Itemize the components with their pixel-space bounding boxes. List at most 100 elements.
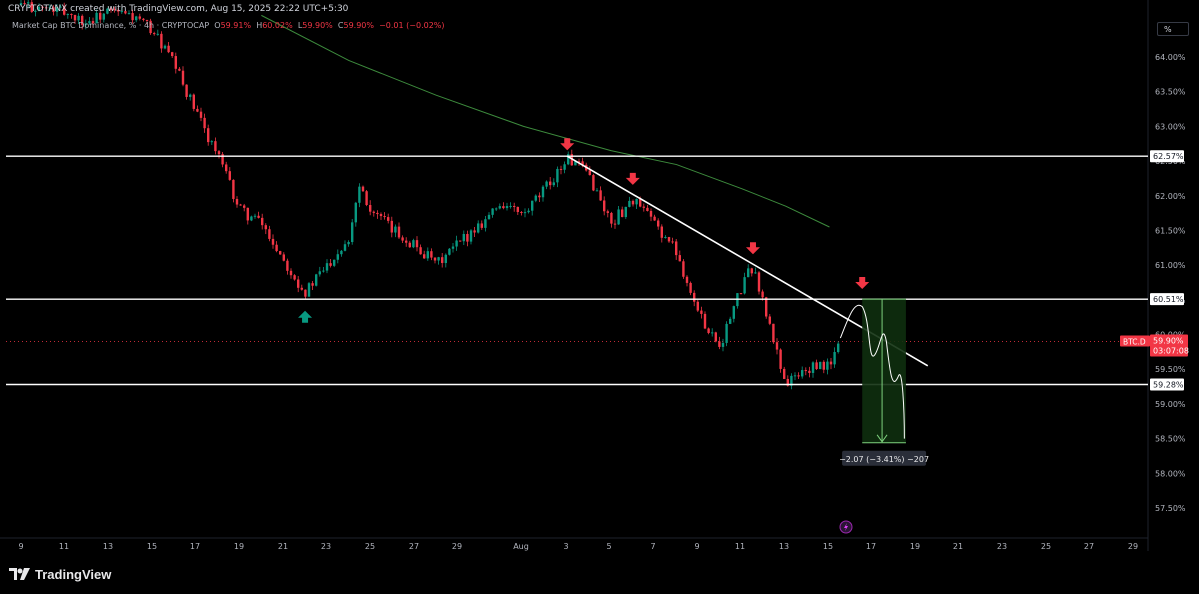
candle-body [700,310,703,314]
candle-body [732,306,735,319]
candle-body [37,6,41,11]
candle-body [527,210,530,213]
candle-body [340,250,343,255]
candle-body [635,198,638,205]
candle-body [667,237,671,242]
candle-body [91,21,95,24]
candle-body [459,240,462,242]
y-tick-label: 59.50% [1155,365,1186,374]
candle-body [333,259,336,266]
candle-body [106,8,109,14]
candle-body [664,237,667,239]
candle-body [797,375,800,377]
candle-body [718,341,721,347]
ticker-badge [1120,335,1150,347]
candle-body [221,154,224,165]
candle-body [534,195,537,201]
tradingview-logo[interactable]: TradingView [9,566,111,582]
candle-body [207,128,210,143]
candle-body [311,283,314,286]
candle-body [455,240,458,247]
candle-body [318,271,321,275]
candle-body [599,190,602,201]
x-tick-label: 11 [735,542,745,551]
x-tick-label: 27 [1084,542,1094,551]
candle-body [772,323,775,343]
candle-body [214,141,217,152]
candle-body [786,378,789,386]
x-tick-label: 19 [910,542,920,551]
candle-body [358,186,361,203]
legend-open-label: O [214,21,221,30]
y-tick-label: 57.50% [1155,504,1186,513]
x-tick-label: 9 [694,542,699,551]
candle-body [549,181,552,186]
measure-label-bg [842,450,927,466]
candle-body [513,205,516,207]
candle-body [531,200,534,211]
legend-exchange: CRYPTOCAP [161,21,210,30]
candle-body [171,52,174,57]
candle-body [109,8,113,10]
candle-body [804,370,807,372]
candle-body [765,297,768,317]
candle-body [59,6,62,8]
candle-body [217,151,221,155]
candle-body [336,254,339,260]
x-tick-label: 13 [103,542,113,551]
candle-body [775,342,779,350]
candle-body [160,33,163,49]
measure-box [862,299,906,443]
y-tick-label: 62.00% [1155,192,1186,201]
candle-body [606,211,609,213]
candle-body [505,205,509,209]
candle-body [509,205,512,207]
candle-body [239,204,242,206]
candle-body [426,251,429,259]
y-tick-label: 58.50% [1155,435,1186,444]
candle-body [149,20,152,34]
arrow-up-icon [298,310,313,323]
candle-body [811,362,815,373]
legend-symbol: Market Cap BTC Dominance, % [12,21,137,30]
x-tick-label: 21 [278,542,288,551]
candle-body [127,13,131,15]
candle-body [833,352,836,365]
candle-body [538,195,541,198]
tradingview-brand: TradingView [35,566,112,582]
candle-body [516,206,519,212]
legend-open-value: 59.91% [220,21,252,30]
candle-body [286,260,289,271]
candle-body [322,270,325,272]
candle-body [610,212,613,224]
candle-body [250,216,253,221]
legend-low-label: L [297,21,303,30]
candle-body [23,3,26,5]
x-tick-label: 17 [190,542,200,551]
scale-mode-button[interactable]: % [1157,22,1189,36]
candle-body [361,186,365,192]
candle-body [156,33,159,35]
candle-body [153,33,156,35]
candle-body [181,70,185,85]
candle-body [567,154,570,165]
candle-body [646,207,649,211]
x-tick-label: 17 [866,542,876,551]
x-tick-label: 15 [147,542,157,551]
candle-body [124,11,127,14]
candle-body [523,212,527,214]
candle-body [397,226,401,238]
x-tick-label: Aug [513,542,529,551]
candle-body [81,15,84,25]
candle-body [264,225,267,230]
candle-body [383,216,386,218]
candle-body [682,261,685,277]
candle-body [196,108,199,112]
candle-body [451,246,455,249]
candle-body [649,210,653,217]
candle-body [552,182,555,186]
candle-body [261,217,264,226]
candle-body [739,293,743,295]
candle-body [617,209,620,225]
